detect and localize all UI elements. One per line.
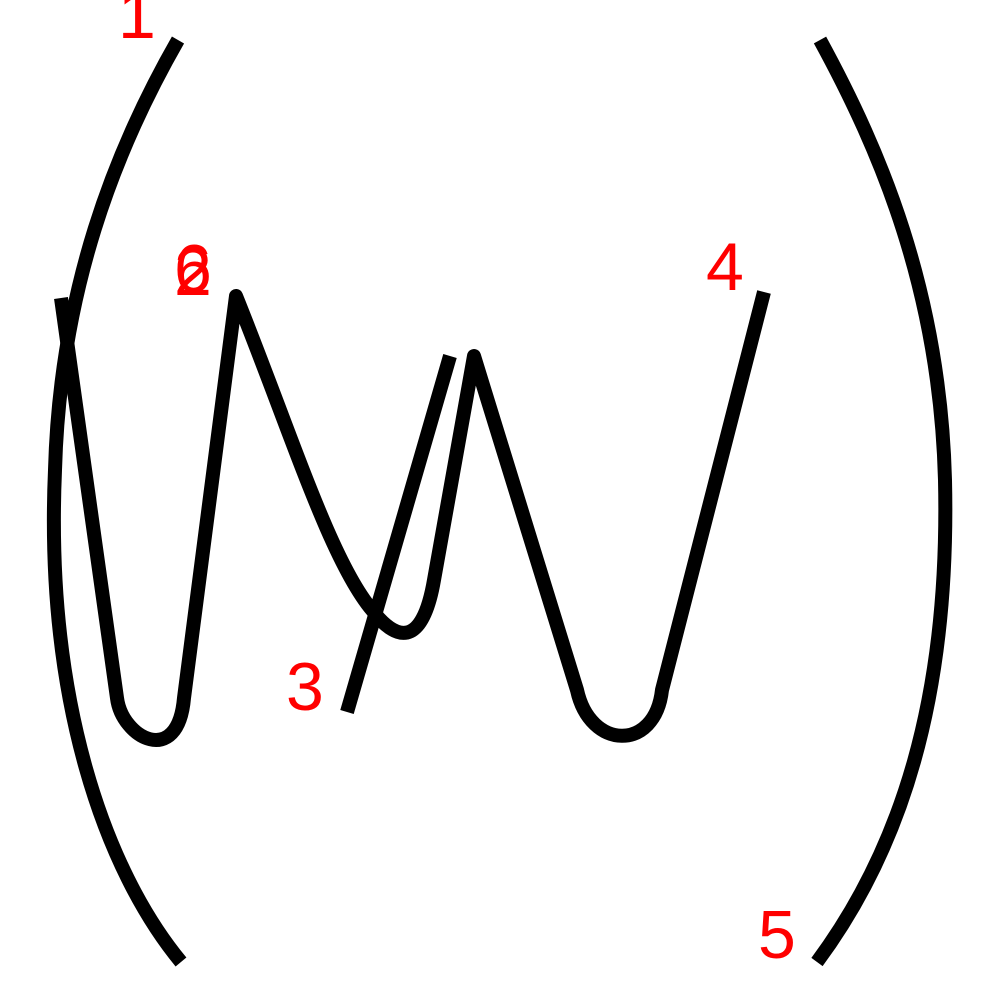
right-paren-stroke: [811, 36, 953, 967]
point-label-3: 3: [286, 649, 324, 725]
point-label-1: 1: [118, 0, 156, 53]
cross-stroke: [340, 354, 457, 714]
wave-stroke: [54, 289, 771, 747]
point-label-5: 5: [758, 897, 796, 973]
left-paren-stroke: [46, 36, 187, 967]
point-label-4: 4: [706, 229, 744, 305]
point-label-6: 6: [174, 231, 212, 307]
point-label-2: 2: [174, 234, 212, 310]
